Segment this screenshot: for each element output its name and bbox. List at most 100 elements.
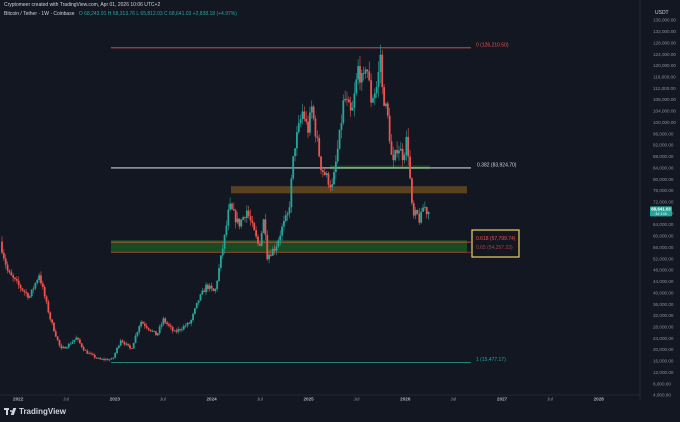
candle-body	[162, 318, 165, 325]
candle-body	[325, 173, 328, 176]
candle-body	[195, 302, 198, 309]
candle-body	[373, 93, 376, 99]
y-tick-label: 92,000.00	[653, 143, 674, 148]
candle-body	[301, 111, 304, 120]
candle-body	[60, 345, 63, 349]
candle-body	[357, 66, 360, 80]
symbol-name[interactable]: Bitcoin / Tether · 1W · Coinbase	[4, 11, 75, 17]
candle-body	[390, 141, 393, 155]
candle-body	[255, 230, 258, 237]
y-tick-label: 128,000.00	[653, 40, 676, 45]
currency-label[interactable]: USDT	[655, 10, 669, 16]
candle-body	[199, 294, 202, 301]
candle-body	[103, 358, 105, 360]
candle-body	[288, 207, 291, 214]
y-tick-label: 132,000.00	[653, 29, 676, 34]
fib-level-label: 0.65 (54,257.23)	[476, 245, 513, 251]
highlight-box	[471, 229, 520, 258]
candle-body	[249, 215, 252, 221]
candle-body	[58, 339, 61, 346]
tradingview-logo[interactable]: TradingView	[4, 407, 66, 416]
candle-body	[64, 346, 66, 349]
candle-body	[331, 184, 334, 188]
candle-body	[394, 150, 397, 161]
y-tick-label: 4,000.00	[653, 393, 671, 398]
candle-body	[80, 343, 83, 347]
candle-body	[143, 323, 146, 326]
candle-body	[30, 289, 33, 297]
y-tick-label: 80,000.00	[653, 177, 674, 182]
author-credit: Cryptomeer created with TradingView.com,…	[4, 2, 161, 8]
candle-body	[1, 241, 3, 253]
candle-body	[323, 172, 326, 176]
y-tick-label: 24,000.00	[653, 336, 674, 341]
x-tick-label: 2024	[206, 397, 217, 402]
candle-body	[260, 232, 263, 246]
candle-body	[273, 248, 276, 251]
candle-body	[203, 290, 206, 293]
candle-body	[71, 341, 74, 344]
candle-body	[90, 353, 92, 355]
candle-body	[171, 326, 174, 331]
candle-body	[286, 213, 289, 216]
y-axis[interactable]: 136,000.00 132,000.00 128,000.00 124,000.00…	[639, 0, 676, 400]
candle-body	[231, 203, 233, 210]
tradingview-brand: TradingView	[19, 407, 66, 416]
x-axis[interactable]: 2022 Jul 2023 Jul 2024 Jul 2025 Jul 2026 Jul 2027 J…	[0, 394, 640, 402]
candle-body	[145, 325, 148, 328]
candle-body	[116, 347, 118, 354]
candle-body	[23, 290, 26, 292]
candle-body	[383, 87, 385, 106]
y-tick-label: 84,000.00	[653, 165, 674, 170]
candle-body	[136, 331, 139, 336]
candle-body	[227, 209, 230, 226]
candle-body	[401, 148, 404, 161]
bar-countdown: 4d 14h	[655, 212, 667, 216]
candle-body	[327, 173, 330, 185]
candle-body	[232, 209, 235, 211]
candle-body	[309, 112, 311, 133]
candle-body	[221, 248, 224, 256]
candle-body	[388, 115, 391, 142]
candle-body	[314, 118, 317, 137]
candle-body	[386, 103, 389, 116]
candle-body	[296, 132, 298, 149]
candle-body	[303, 111, 306, 119]
candle-body	[17, 280, 20, 285]
candle-body	[218, 267, 220, 281]
y-tick-label: 36,000.00	[653, 302, 674, 307]
candle-body	[10, 272, 13, 276]
fib-levels-layer: 0 (126,210.50) 0.382 (83,924.70) 1 (15,477…	[111, 42, 517, 363]
y-tick-label: 20,000.00	[653, 347, 674, 352]
candle-body	[201, 290, 204, 295]
candle-body	[407, 136, 410, 157]
candle-body	[47, 301, 50, 313]
candle-body	[101, 358, 104, 360]
y-tick-label: 96,000.00	[653, 131, 674, 136]
candle-body	[75, 337, 78, 340]
candle-body	[242, 217, 245, 220]
y-tick-label: 40,000.00	[653, 290, 674, 295]
candle-body	[268, 254, 270, 260]
candle-body	[425, 207, 428, 215]
candle-body	[353, 93, 356, 108]
candle-body	[40, 275, 42, 284]
candle-body	[427, 211, 430, 215]
candle-body	[12, 275, 15, 278]
candle-body	[51, 319, 53, 323]
candle-body	[262, 219, 265, 233]
symbol-row: Bitcoin / Tether · 1W · Coinbase O 68,24…	[4, 11, 237, 17]
candle-body	[84, 350, 87, 351]
candle-body	[130, 348, 133, 350]
candle-body	[91, 353, 94, 355]
candle-body	[307, 121, 309, 133]
y-tick-label: 136,000.00	[653, 18, 676, 23]
candle-body	[362, 73, 365, 74]
candle-body	[127, 343, 130, 346]
candle-body	[318, 137, 321, 157]
y-tick-label: 76,000.00	[653, 188, 674, 193]
candle-body	[177, 329, 180, 332]
candle-body	[156, 333, 159, 336]
